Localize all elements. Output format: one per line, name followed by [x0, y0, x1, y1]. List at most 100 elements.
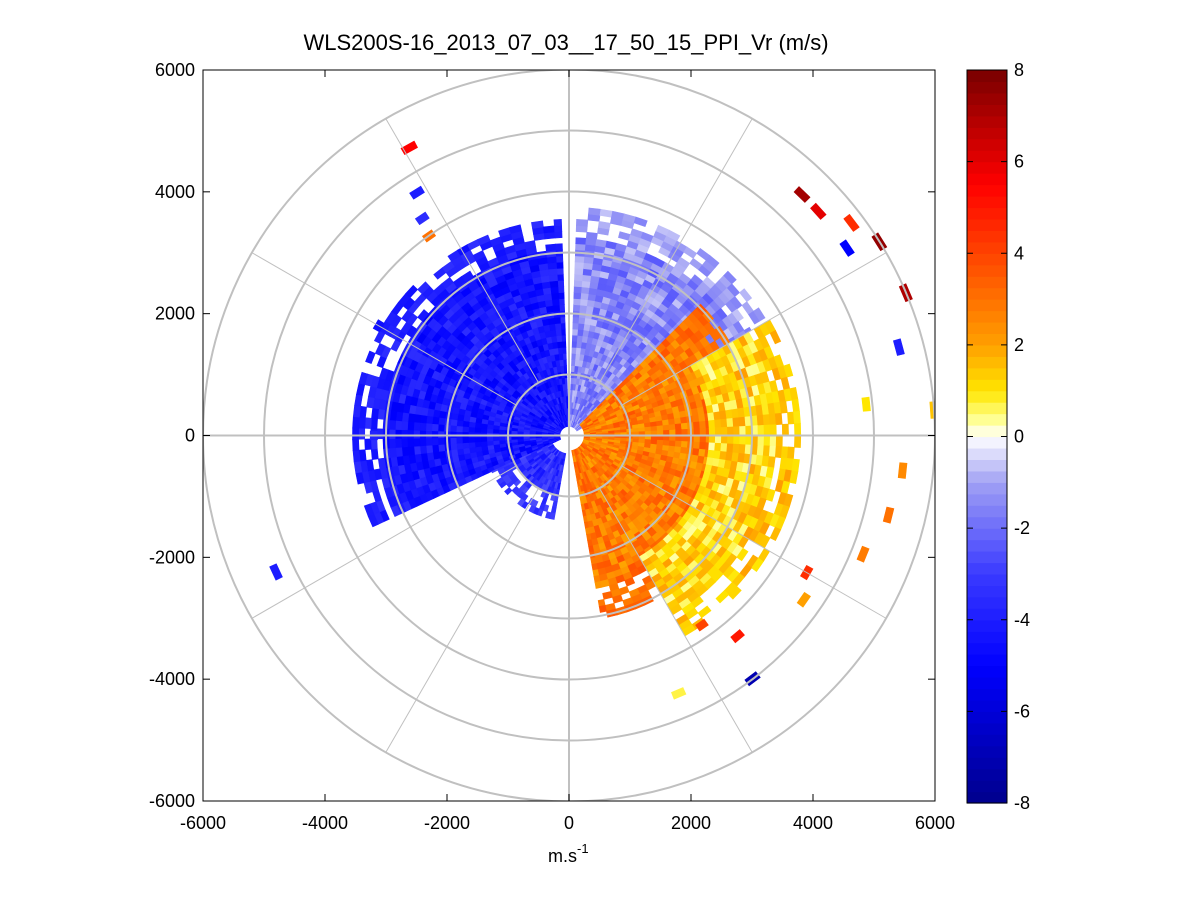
colorbar-band [967, 287, 1007, 300]
velocity-cell [474, 441, 482, 448]
velocity-cell [574, 261, 585, 269]
velocity-cell [674, 440, 683, 448]
velocity-cell [462, 442, 470, 449]
velocity-cell [556, 267, 564, 275]
x-tick-label: 0 [564, 813, 574, 833]
x-tick-label: 4000 [793, 813, 833, 833]
colorbar-band [967, 585, 1007, 598]
velocity-cell [573, 279, 583, 288]
velocity-cell [449, 424, 457, 432]
velocity-cell [438, 416, 446, 425]
velocity-cell [739, 435, 747, 446]
velocity-cell [565, 383, 568, 391]
colorbar-tick-label: 6 [1014, 152, 1024, 172]
velocity-cell [576, 219, 589, 227]
velocity-cell [554, 322, 562, 331]
velocity-cell [574, 255, 586, 263]
velocity-cell [705, 255, 720, 269]
colorbar-band [967, 654, 1007, 667]
velocity-cell [733, 435, 741, 445]
velocity-cell [557, 340, 564, 349]
velocity-cell [699, 442, 707, 451]
velocity-cell [638, 427, 646, 433]
velocity-cell [668, 440, 676, 447]
velocity-cell [708, 427, 716, 436]
velocity-cell [554, 316, 562, 324]
velocity-cell [474, 426, 482, 433]
velocity-cell [543, 225, 556, 234]
colorbar-band [967, 757, 1007, 770]
velocity-cell [720, 418, 728, 428]
velocity-cell [461, 436, 469, 444]
velocity-cell [551, 292, 560, 300]
velocity-cell [401, 446, 409, 457]
velocity-cell [574, 267, 584, 276]
colorbar-band [967, 344, 1007, 357]
velocity-cell [769, 435, 777, 447]
velocity-cell [419, 445, 428, 455]
velocity-cell [787, 446, 795, 460]
velocity-cell [720, 443, 728, 453]
colorbar-band [967, 722, 1007, 735]
velocity-cell [510, 436, 518, 440]
velocity-cell [768, 445, 777, 458]
velocity-cell [791, 398, 800, 413]
velocity-cell [413, 421, 421, 431]
velocity-cell [548, 274, 559, 282]
velocity-cell [364, 417, 372, 429]
velocity-cell [794, 423, 802, 436]
colorbar-band [967, 539, 1007, 552]
velocity-cell [708, 435, 716, 444]
velocity-cell [574, 273, 584, 282]
velocity-cell [693, 441, 701, 450]
velocity-cell [666, 229, 681, 242]
velocity-cell [598, 604, 607, 613]
y-tick-label: -2000 [149, 547, 195, 567]
velocity-cell [358, 416, 366, 429]
velocity-cell [633, 216, 648, 227]
velocity-cell [558, 286, 565, 294]
colorbar-tick-label: -4 [1014, 610, 1030, 630]
velocity-cell [693, 428, 701, 436]
velocity-cell [370, 438, 378, 450]
velocity-cell [573, 298, 582, 306]
velocity-cell [753, 307, 766, 322]
velocity-cell [699, 420, 707, 429]
velocity-cell [656, 425, 664, 432]
colorbar-band [967, 745, 1007, 758]
velocity-cell [358, 371, 369, 386]
velocity-cell [545, 243, 557, 252]
velocity-cell [726, 443, 734, 454]
velocity-cell [674, 423, 683, 431]
velocity-cell [769, 424, 777, 436]
velocity-cell [449, 437, 457, 445]
velocity-cell [352, 416, 360, 429]
velocity-cell [419, 422, 427, 431]
velocity-cell [762, 445, 771, 457]
velocity-cell [733, 426, 741, 436]
colorbar-band [967, 711, 1007, 724]
velocity-cell [407, 446, 415, 456]
colorbar-band [967, 665, 1007, 678]
colorbar-band [967, 115, 1007, 128]
colorbar-band [967, 321, 1007, 335]
velocity-cell [563, 365, 568, 373]
velocity-cell [680, 416, 688, 425]
colorbar-band [967, 184, 1007, 197]
colorbar-band [967, 780, 1007, 793]
velocity-cell [566, 401, 569, 409]
velocity-cell [762, 414, 771, 426]
y-tick-label: 4000 [155, 182, 195, 202]
colorbar-band [967, 207, 1007, 220]
velocity-cell [558, 292, 565, 300]
velocity-cell [558, 353, 565, 361]
velocity-cell [555, 243, 563, 251]
velocity-cell [557, 279, 565, 287]
velocity-cell [388, 419, 397, 430]
velocity-cell [572, 316, 580, 324]
velocity-cell [708, 419, 716, 429]
velocity-cell [400, 429, 408, 439]
velocity-cell [477, 234, 491, 246]
velocity-cell [547, 261, 558, 270]
